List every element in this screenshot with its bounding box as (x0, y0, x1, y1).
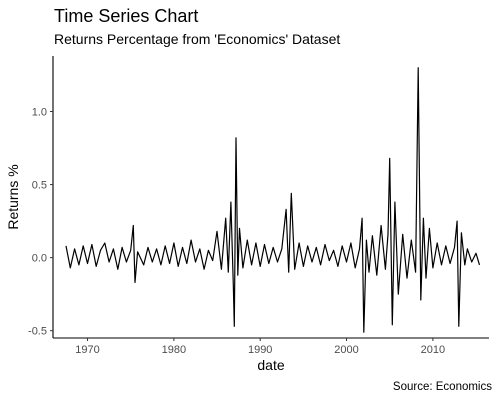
chart-subtitle: Returns Percentage from 'Economics' Data… (54, 31, 340, 47)
x-tick-label: 2000 (334, 344, 358, 356)
y-tick-label: 1.0 (32, 107, 47, 119)
y-tick-label: -0.5 (28, 326, 47, 338)
chart-caption: Source: Economics (393, 381, 492, 393)
x-axis-ticks: 1970 1980 1990 2000 2010 (75, 338, 445, 356)
y-tick-label: 0.5 (32, 180, 47, 192)
x-tick-label: 2010 (421, 344, 445, 356)
x-tick-label: 1980 (162, 344, 186, 356)
y-tick-label: 0.0 (32, 253, 47, 265)
plot-area: -0.5 0.0 0.5 1.0 1970 1980 1990 2000 2010 (28, 56, 489, 356)
x-axis-title: date (257, 357, 284, 373)
x-tick-label: 1970 (75, 344, 99, 356)
chart-title: Time Series Chart (54, 6, 198, 26)
y-axis-ticks: -0.5 0.0 0.5 1.0 (28, 107, 53, 338)
x-tick-label: 1990 (248, 344, 272, 356)
returns-series-line (65, 67, 481, 333)
y-axis-title: Returns % (5, 164, 21, 229)
